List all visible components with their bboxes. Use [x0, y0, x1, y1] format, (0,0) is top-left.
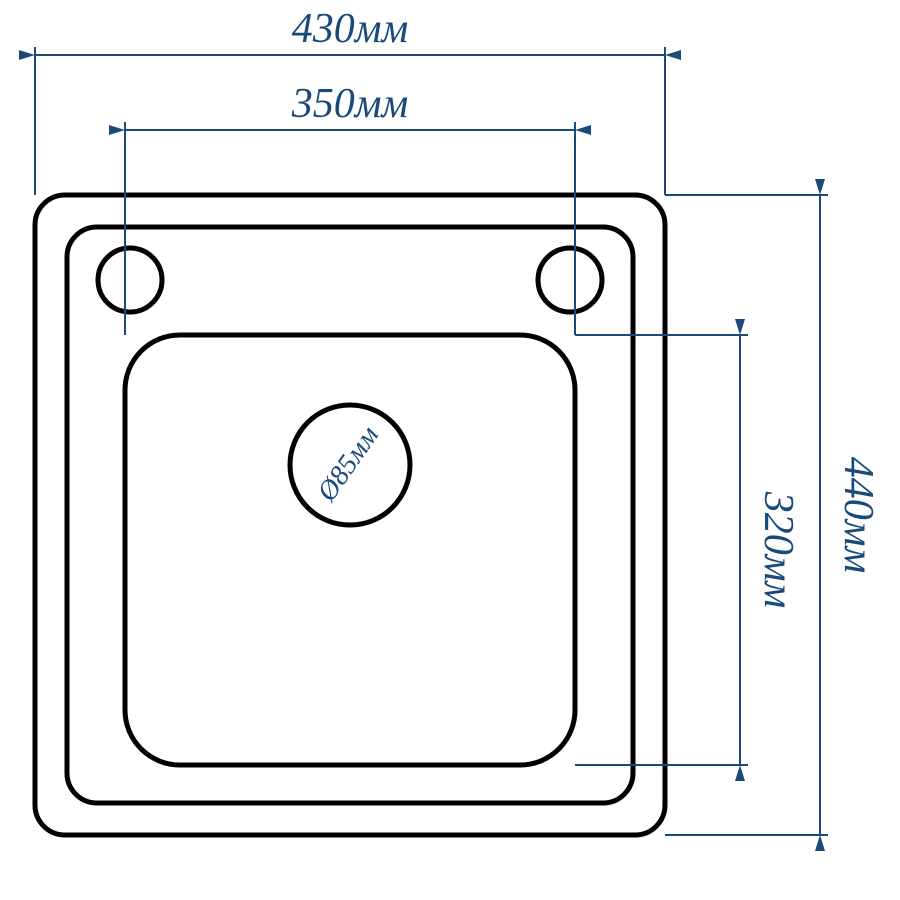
dim-outer-width: 430мм [292, 6, 409, 52]
sink-inner-rim [67, 227, 633, 803]
sink-technical-drawing: 430мм 350мм 440мм 320мм Ø85мм [0, 0, 900, 900]
tap-hole-2 [538, 248, 602, 312]
dim-bowl-height: 320мм [755, 491, 801, 609]
dim-bowl-width: 350мм [291, 81, 409, 127]
sink-outer-edge [35, 195, 665, 835]
dim-outer-height: 440мм [835, 457, 881, 574]
sink-bowl [125, 335, 575, 765]
dim-drain-diameter: Ø85мм [311, 420, 385, 507]
tap-hole-1 [98, 248, 162, 312]
